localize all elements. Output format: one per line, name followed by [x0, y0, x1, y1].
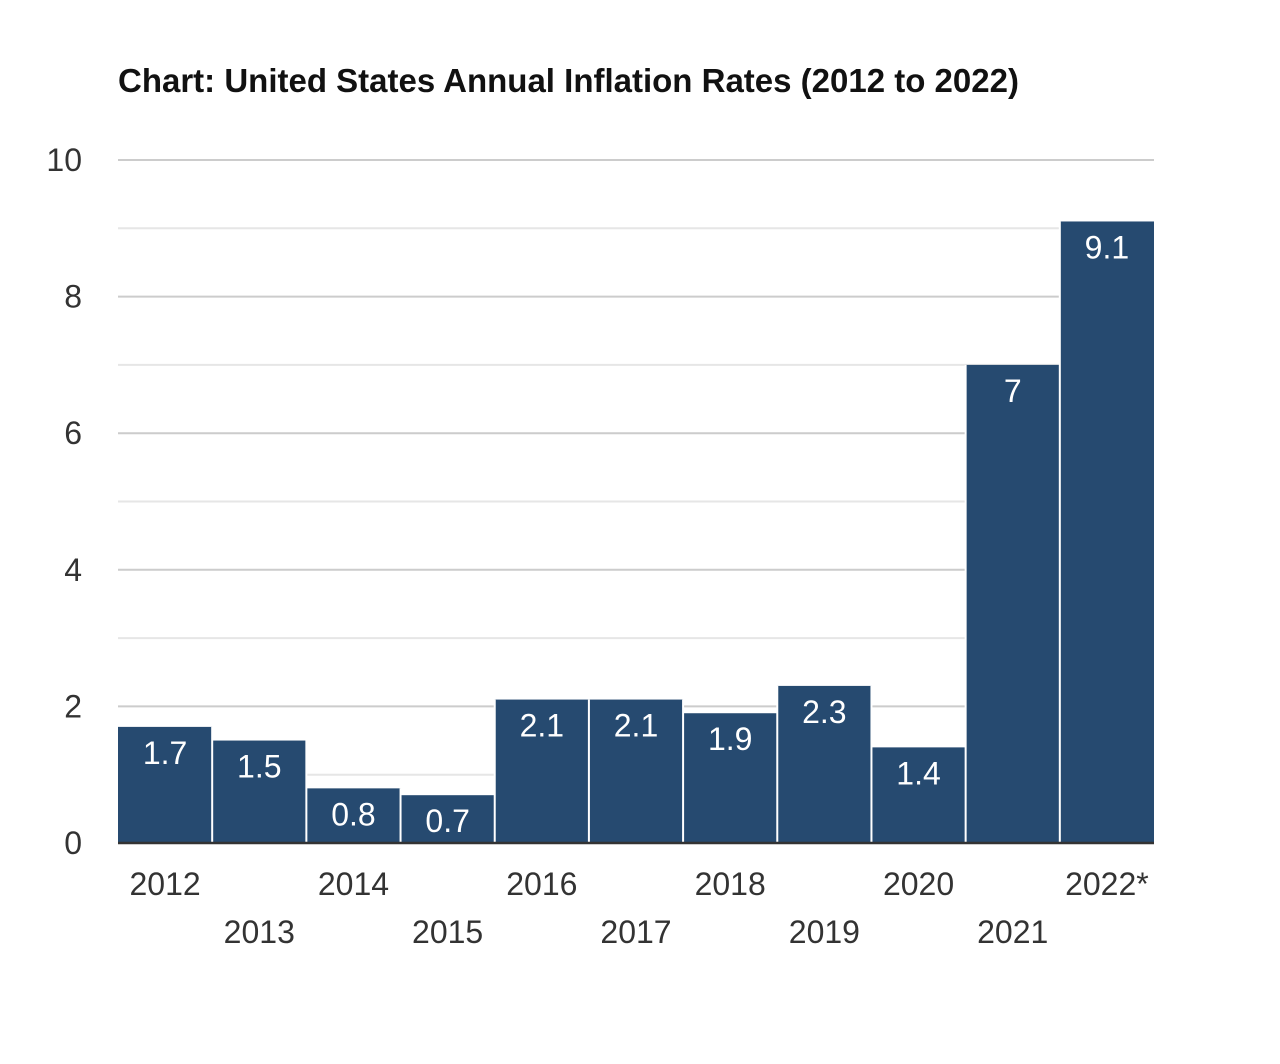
bar [588, 699, 684, 843]
y-tick-label: 2 [64, 688, 82, 724]
bar-value-label: 0.7 [425, 803, 469, 839]
x-tick-label: 2020 [883, 866, 954, 902]
x-tick-label: 2022* [1065, 866, 1149, 902]
bar-value-label: 0.8 [331, 796, 375, 832]
bar-value-label: 1.4 [896, 755, 940, 791]
bar [1059, 221, 1154, 844]
bar-value-labels: 1.7 1.5 0.8 0.7 2.1 2.1 1.9 2.3 1.4 7 9.1 [143, 229, 1129, 839]
bar [871, 747, 966, 843]
bar-value-label: 1.9 [708, 721, 752, 757]
bar-value-label: 7 [1004, 373, 1022, 409]
y-tick-label: 8 [64, 279, 82, 315]
bar [494, 699, 589, 843]
bars [118, 221, 1154, 844]
bar [118, 726, 213, 843]
bar-value-label: 2.3 [802, 694, 846, 730]
y-tick-label: 4 [64, 552, 82, 588]
bar-value-label: 2.1 [520, 708, 564, 744]
x-tick-label: 2013 [224, 914, 295, 950]
x-tick-label: 2015 [412, 914, 483, 950]
bar [212, 740, 307, 843]
bar-value-label: 9.1 [1085, 229, 1129, 265]
x-tick-label: 2017 [600, 914, 671, 950]
x-tick-label: 2021 [977, 914, 1048, 950]
bar [777, 685, 872, 843]
x-tick-label: 2018 [695, 866, 766, 902]
x-tick-label: 2016 [506, 866, 577, 902]
y-axis-ticks: 0 2 4 6 8 10 [46, 142, 82, 861]
bar-value-label: 2.1 [614, 708, 658, 744]
y-tick-label: 10 [46, 142, 82, 178]
y-tick-label: 6 [64, 415, 82, 451]
bar-value-label: 1.7 [143, 735, 187, 771]
bar [965, 364, 1060, 843]
bar [306, 788, 401, 843]
x-tick-label: 2019 [789, 914, 860, 950]
bar-value-label: 1.5 [237, 749, 281, 785]
x-tick-label: 2012 [129, 866, 200, 902]
bar [400, 795, 495, 843]
y-tick-label: 0 [64, 825, 82, 861]
chart-title: Chart: United States Annual Inflation Ra… [118, 62, 1019, 99]
x-tick-label: 2014 [318, 866, 389, 902]
bar [683, 713, 778, 843]
x-axis-ticks: 2012 2013 2014 2015 2016 2017 2018 2019 2020 2021… [129, 866, 1148, 950]
